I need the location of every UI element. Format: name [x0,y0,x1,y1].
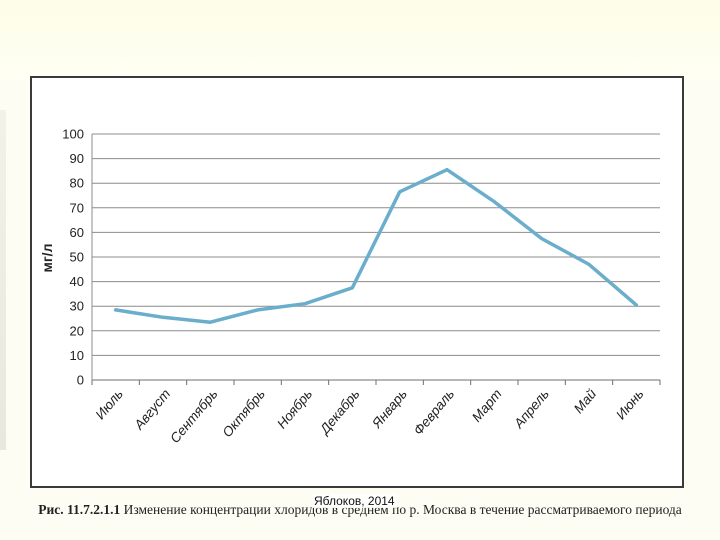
x-tick-label: Август [131,386,174,433]
grid-lines [91,133,661,385]
y-tick-labels: 0 10 20 30 40 50 60 70 80 90 100 [62,127,84,388]
data-point [256,308,260,312]
data-point [492,200,496,204]
y-tick-label: 90 [70,151,84,166]
x-tick-label: Июль [92,386,125,422]
x-tick-label: Январь [369,386,410,431]
y-tick-label: 80 [70,176,84,191]
data-point [445,168,449,172]
data-point [161,315,165,319]
x-tick-label: Март [469,386,505,425]
y-tick-label: 40 [70,274,84,289]
series-line [113,167,639,324]
data-point [114,308,118,312]
data-point [634,303,638,307]
y-tick-label: 20 [70,323,84,338]
y-tick-label: 30 [70,299,84,314]
author-credit: Яблоков, 2014 [312,494,397,508]
x-tick-label: Ноябрь [274,386,315,431]
x-tick-label: Февраль [411,386,458,438]
data-point [208,320,212,324]
y-tick-label: 0 [77,373,84,388]
caption-number: Рис. 11.7.2.1.1 [38,502,121,517]
x-tick-label: Апрель [510,386,552,431]
slide-top-band [0,0,720,80]
data-point [398,190,402,194]
x-tick-label: Сентябрь [167,386,220,446]
y-tick-label: 60 [70,225,84,240]
data-point [540,237,544,241]
data-point [303,302,307,306]
x-tick-label: Декабрь [316,386,363,438]
caption-text: Изменение концентрации хлоридов в средне… [123,502,682,517]
data-point [587,262,591,266]
x-tick-label: Май [571,386,600,416]
x-tick-label: Июнь [613,386,647,422]
data-point [350,286,354,290]
slide-left-edge [0,110,6,450]
y-tick-label: 100 [62,127,84,142]
y-tick-label: 10 [70,348,84,363]
x-tick-label: Октябрь [219,386,267,440]
y-tick-label: 50 [70,250,84,265]
figure-caption: Рис. 11.7.2.1.1 Изменение концентрации х… [0,502,720,518]
y-tick-label: 70 [70,200,84,215]
series-layer [113,167,639,324]
y-axis-label: мг/л [39,244,55,273]
